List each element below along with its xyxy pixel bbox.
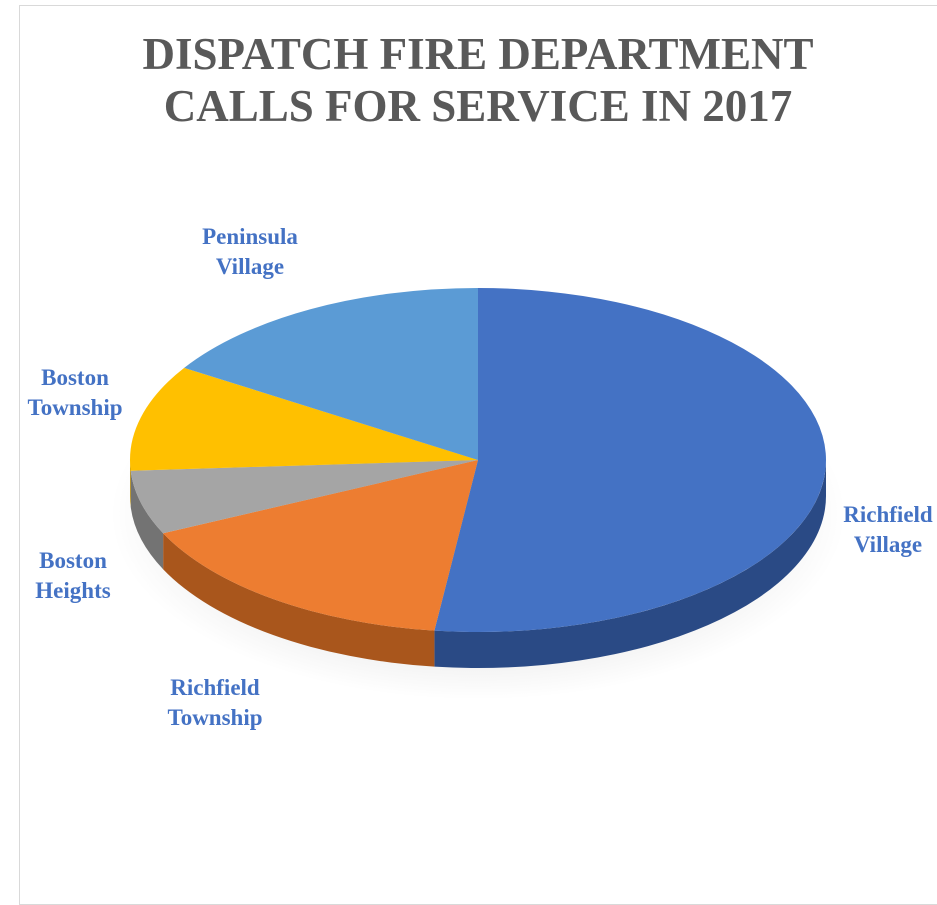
slice-label-richfield-village: Richfield Village xyxy=(843,502,933,557)
pie-chart: Richfield Village Richfield Township Boston H… xyxy=(27,224,933,730)
slice-label-peninsula-village: Peninsula Village xyxy=(202,224,298,279)
slice-label-line: Village xyxy=(216,254,284,279)
slice-side-boston-heights xyxy=(130,470,164,570)
slice-label-line: Boston xyxy=(39,548,107,573)
slice-label-line: Boston xyxy=(41,365,109,390)
slice-label-boston-heights: Boston Heights xyxy=(35,548,110,603)
slice-richfield-village xyxy=(434,288,826,632)
slice-side-richfield-township xyxy=(163,533,435,667)
slice-boston-heights xyxy=(130,460,478,534)
slice-richfield-township xyxy=(163,460,478,631)
slice-peninsula-village xyxy=(184,288,478,460)
chart-title-line-2: CALLS FOR SERVICE IN 2017 xyxy=(163,81,793,131)
slice-label-richfield-township: Richfield Township xyxy=(167,675,262,730)
slice-label-boston-township: Boston Township xyxy=(27,365,122,420)
slice-label-line: Heights xyxy=(35,578,110,603)
slice-label-line: Township xyxy=(167,705,262,730)
chart-title: DISPATCH FIRE DEPARTMENT CALLS FOR SERVI… xyxy=(19,28,937,132)
slice-side-boston-township xyxy=(130,460,131,507)
slice-label-line: Peninsula xyxy=(202,224,298,249)
slice-label-line: Richfield xyxy=(170,675,260,700)
slice-label-line: Village xyxy=(854,532,922,557)
slice-label-line: Richfield xyxy=(843,502,933,527)
slice-boston-township xyxy=(130,367,478,471)
slice-label-line: Township xyxy=(27,395,122,420)
slice-side-richfield-village xyxy=(434,460,826,669)
chart-title-line-1: DISPATCH FIRE DEPARTMENT xyxy=(142,29,814,79)
